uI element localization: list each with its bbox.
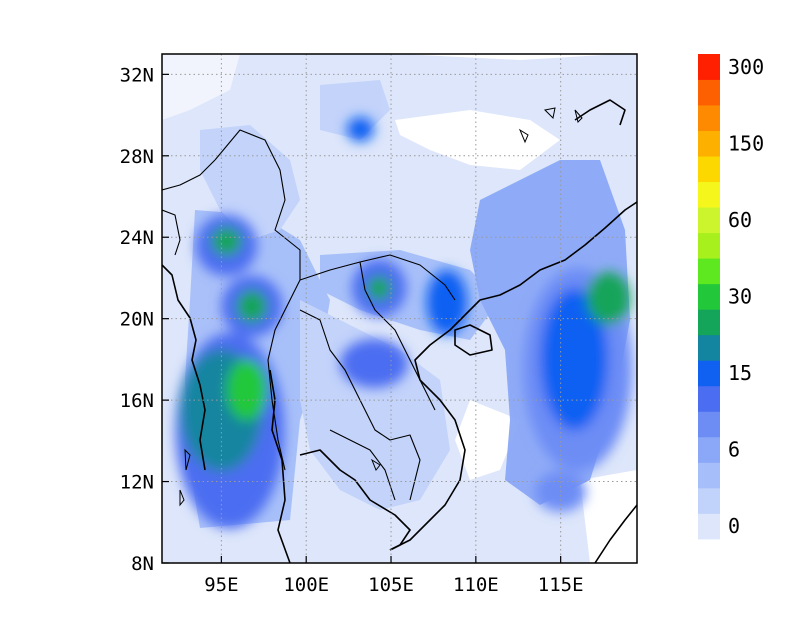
map-gridlines — [162, 54, 637, 563]
coast-hainan — [454, 324, 493, 356]
y-tick-label-5: 28N — [120, 146, 154, 168]
border-laos-vietnam — [359, 261, 436, 411]
border-india-myanmar — [162, 159, 216, 191]
rain-core-2 — [226, 359, 268, 421]
x-tick-label-2: 105E — [368, 574, 414, 596]
x-axis: 95E 100E 105E 110E 115E — [204, 556, 584, 596]
border-china-south — [299, 254, 456, 301]
rain-band-indochina — [300, 300, 450, 510]
rain-core-4 — [211, 227, 242, 256]
island-andaman — [184, 448, 191, 471]
colorbar-swatch-10 — [698, 258, 720, 285]
colorbar-swatch-18 — [698, 54, 720, 80]
map-panel: 95E 100E 105E 110E 115E 8N 12N 16N 20N 24N 28N 32N — [120, 53, 638, 596]
y-tick-label-3: 20N — [120, 309, 154, 331]
x-tick-label-1: 100E — [283, 574, 329, 596]
dry-region-south-china-sea — [455, 400, 520, 480]
border-thailand-laos — [299, 309, 421, 501]
y-tick-label-2: 16N — [120, 390, 154, 412]
colorbar-swatch-1 — [698, 487, 720, 514]
dry-region-southeast-corner — [580, 470, 637, 563]
dry-region-south-china-north — [395, 110, 560, 170]
colorbar-label-4: 60 — [728, 208, 752, 232]
rain-band-north-myanmar — [200, 125, 300, 240]
plot-frame — [161, 53, 638, 564]
colorbar-swatch-16 — [698, 105, 720, 131]
colorbar-swatch-6 — [698, 360, 720, 387]
colorbar-swatch-8 — [698, 309, 720, 336]
colorbar-label-6: 300 — [728, 55, 764, 79]
y-axis: 8N 12N 16N 20N 24N 28N 32N — [120, 64, 169, 575]
colorbar-swatch-0 — [698, 513, 720, 540]
islands — [179, 107, 583, 507]
colorbar: 0 6 15 30 60 150 300 — [698, 54, 764, 540]
y-tick-label-4: 24N — [120, 227, 154, 249]
colorbar-swatch-13 — [698, 181, 720, 208]
y-tick-label-1: 12N — [120, 472, 154, 494]
border-myanmar-east — [214, 129, 301, 471]
y-tick-label-0: 8N — [131, 553, 154, 575]
colorbar-label-5: 150 — [728, 131, 764, 155]
island-andaman-2 — [179, 489, 185, 507]
border-cambodia — [329, 429, 396, 501]
island-1 — [518, 128, 529, 144]
country-borders — [162, 129, 456, 501]
coast-bay-of-bengal — [162, 264, 206, 471]
rain-core-13 — [540, 288, 609, 431]
colorbar-swatch-7 — [698, 334, 720, 361]
dry-region-northwest-corner — [162, 54, 240, 120]
border-bangladesh — [162, 209, 181, 256]
rain-core-8 — [367, 275, 392, 301]
colorbar-swatch-14 — [698, 156, 720, 183]
colorbar-label-3: 30 — [728, 285, 752, 309]
colorbar-label-0: 0 — [728, 514, 740, 538]
rain-core-9 — [426, 269, 468, 335]
island-2 — [543, 107, 556, 120]
colorbar-swatch-9 — [698, 283, 720, 310]
coast-south-china — [464, 201, 637, 316]
colorbar-swatch-3 — [698, 436, 720, 463]
lake-tonle-sap — [370, 458, 381, 471]
x-tick-label-4: 115E — [538, 574, 584, 596]
x-tick-label-3: 110E — [453, 574, 499, 596]
colorbar-label-1: 6 — [728, 438, 740, 462]
x-tick-label-0: 95E — [204, 574, 238, 596]
rain-core-11 — [346, 117, 375, 142]
colorbar-swatch-17 — [698, 79, 720, 106]
rain-core-6 — [236, 290, 268, 323]
coast-east-china — [574, 99, 626, 126]
colorbar-swatch-5 — [698, 385, 720, 412]
coast-gulf-of-thailand — [299, 449, 411, 551]
y-tick-label-6: 32N — [120, 64, 154, 86]
island-3 — [574, 109, 583, 123]
rain-core-14 — [586, 271, 631, 325]
colorbar-swatch-15 — [698, 130, 720, 157]
colorbar-label-2: 15 — [728, 361, 752, 385]
colorbar-swatch-2 — [698, 462, 720, 489]
coast-vietnam — [389, 314, 466, 551]
colorbar-swatch-4 — [698, 411, 720, 438]
colorbar-swatch-12 — [698, 207, 720, 234]
coast-philippines — [594, 504, 637, 563]
colorbar-swatch-11 — [698, 232, 720, 259]
